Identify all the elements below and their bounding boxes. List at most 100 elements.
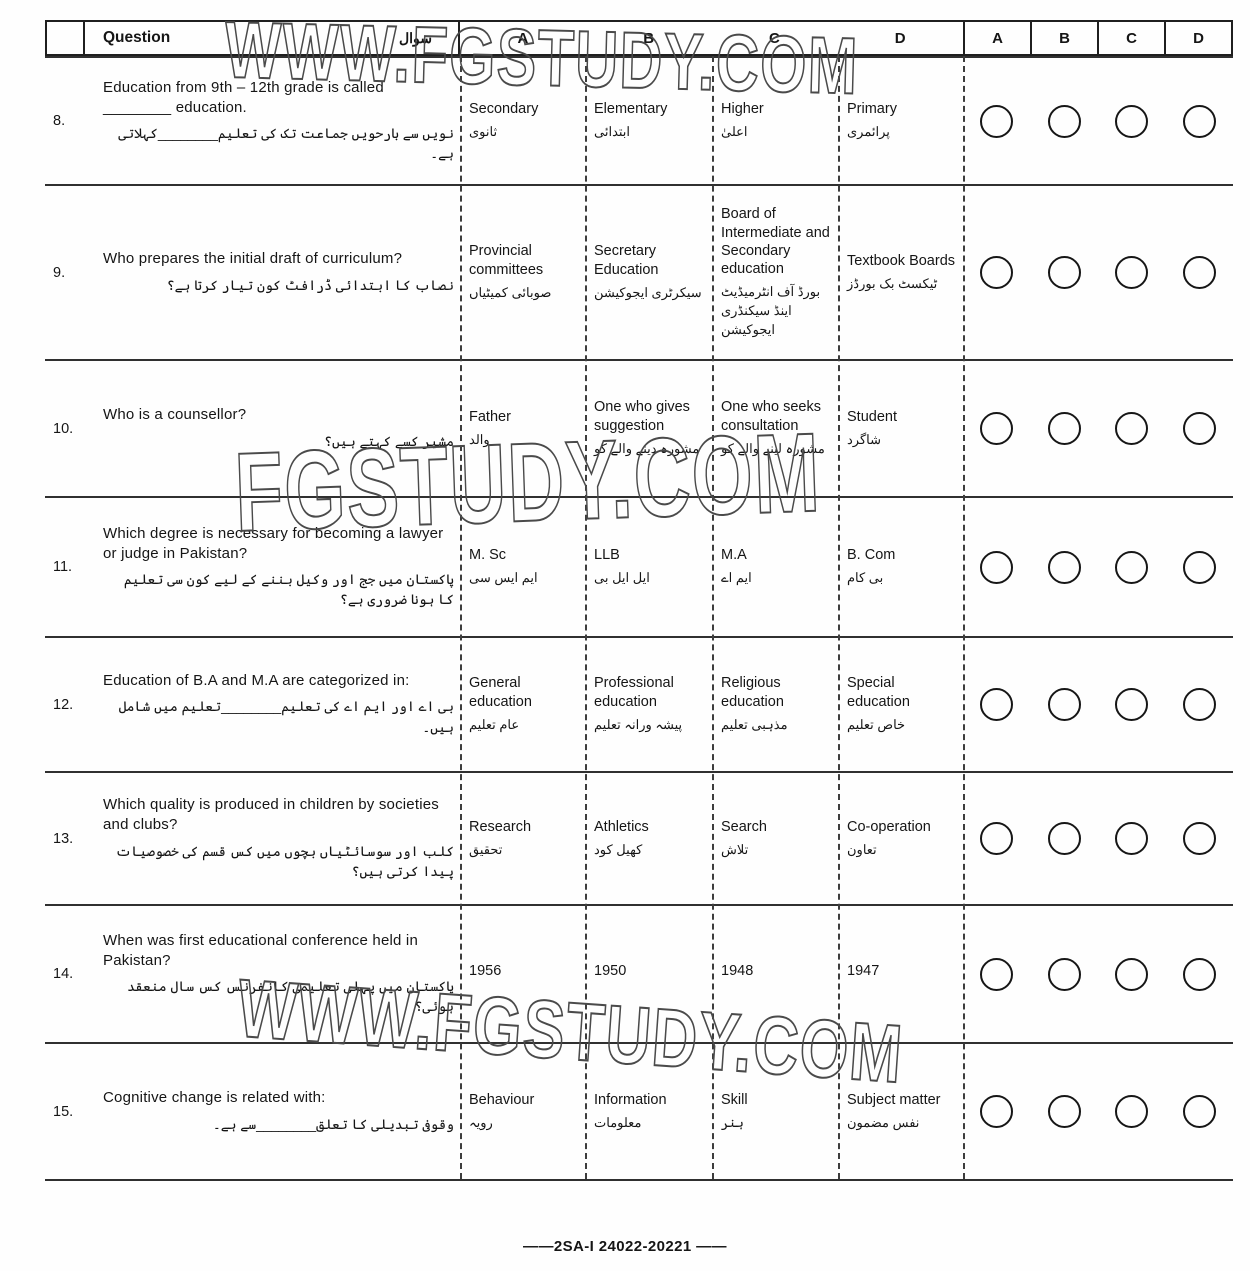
answer-bubble-a[interactable] bbox=[980, 822, 1014, 855]
bubble-cell-c bbox=[1098, 186, 1166, 359]
answer-bubble-c[interactable] bbox=[1115, 104, 1149, 138]
header-col-c: C bbox=[768, 29, 780, 47]
answer-bubble-c[interactable] bbox=[1115, 550, 1149, 584]
bubble-cell-b bbox=[1031, 906, 1099, 1042]
answer-bubble-a[interactable] bbox=[980, 256, 1014, 289]
option-c-text: 1948 bbox=[721, 963, 754, 980]
answer-bubble-a[interactable] bbox=[980, 688, 1014, 721]
option-a-text-ur: تحقیق bbox=[469, 841, 503, 857]
answer-bubble-b[interactable] bbox=[1047, 1095, 1081, 1128]
answer-bubble-d[interactable] bbox=[1182, 256, 1216, 289]
answer-bubble-b[interactable] bbox=[1047, 550, 1081, 584]
column-divider bbox=[712, 56, 714, 1179]
option-a-cell: Research تحقیق bbox=[460, 773, 585, 904]
option-a-text-ur: ثانوی bbox=[469, 124, 498, 140]
answer-bubble-c[interactable] bbox=[1115, 412, 1149, 445]
answer-bubble-a[interactable] bbox=[980, 104, 1014, 138]
answer-bubble-c[interactable] bbox=[1115, 1095, 1149, 1128]
question-row-9: 9. Who prepares the initial draft of cur… bbox=[45, 184, 1233, 359]
question-cell: Education from 9th – 12th grade is calle… bbox=[85, 58, 460, 184]
answer-bubble-a[interactable] bbox=[980, 957, 1014, 991]
option-c-text: Search bbox=[721, 818, 767, 835]
answer-bubble-b[interactable] bbox=[1047, 104, 1081, 138]
option-b-text: One who gives suggestion bbox=[594, 399, 690, 434]
bubble-cell-d bbox=[1166, 773, 1234, 904]
option-b-text: Elementary bbox=[594, 101, 668, 118]
answer-bubble-a[interactable] bbox=[980, 550, 1014, 584]
answer-bubble-a[interactable] bbox=[980, 1095, 1014, 1128]
option-c-text: One who seeks consultation bbox=[721, 399, 821, 434]
bubble-cell-c bbox=[1098, 773, 1166, 904]
option-d-text: Student bbox=[847, 408, 897, 425]
answer-bubble-b[interactable] bbox=[1047, 688, 1081, 721]
option-d-text: Primary bbox=[847, 101, 897, 118]
option-a-text: Behaviour bbox=[469, 1091, 535, 1108]
option-b-cell: Information معلومات bbox=[585, 1044, 712, 1179]
option-c-cell: Board of Intermediate and Secondary educ… bbox=[712, 186, 838, 359]
option-c-text: Higher bbox=[721, 101, 764, 118]
answer-bubble-d[interactable] bbox=[1182, 412, 1216, 445]
option-b-text: Information bbox=[594, 1091, 667, 1108]
option-d-text-ur: بی کام bbox=[847, 570, 884, 586]
question-text-en: Who prepares the initial draft of curric… bbox=[103, 250, 403, 268]
option-d-text: 1947 bbox=[847, 963, 880, 980]
answer-bubble-c[interactable] bbox=[1115, 688, 1149, 721]
answer-bubble-d[interactable] bbox=[1182, 1095, 1216, 1128]
option-a-text-ur: رویہ bbox=[469, 1114, 493, 1130]
option-c-text-ur: ہنر bbox=[721, 1114, 744, 1130]
header-col-a: A bbox=[517, 29, 529, 47]
option-c-text-ur: ایم اے bbox=[721, 570, 752, 586]
option-a-text: 1956 bbox=[469, 963, 502, 980]
option-a-text: Secondary bbox=[469, 101, 539, 118]
option-a-text: Provincial committees bbox=[469, 243, 544, 278]
answer-bubble-d[interactable] bbox=[1182, 104, 1216, 138]
answer-bubble-c[interactable] bbox=[1115, 256, 1149, 289]
question-cell: Who prepares the initial draft of curric… bbox=[85, 186, 460, 359]
bubble-cell-c bbox=[1098, 1044, 1166, 1179]
option-d-cell: Primary پرائمری bbox=[838, 58, 963, 184]
bubble-cell-d bbox=[1166, 186, 1234, 359]
option-a-cell: Secondary ثانوی bbox=[460, 58, 585, 184]
question-cell: Education of B.A and M.A are categorized… bbox=[85, 638, 460, 771]
header-number-box bbox=[45, 20, 85, 56]
answer-bubble-b[interactable] bbox=[1047, 256, 1081, 289]
answer-bubble-d[interactable] bbox=[1182, 688, 1216, 721]
question-text-ur: کلب اور سوسائٹیاں بچوں میں کس قسم کی خصو… bbox=[115, 843, 454, 879]
answer-bubble-c[interactable] bbox=[1115, 822, 1149, 855]
question-number: 14. bbox=[53, 966, 74, 982]
column-divider bbox=[838, 56, 840, 1179]
question-number: 8. bbox=[53, 113, 66, 129]
question-row-13: 13. Which quality is produced in childre… bbox=[45, 771, 1233, 904]
answer-bubble-d[interactable] bbox=[1182, 822, 1216, 855]
answer-bubble-a[interactable] bbox=[980, 412, 1014, 445]
option-d-cell: Student شاگرد bbox=[838, 361, 963, 496]
answer-bubble-b[interactable] bbox=[1047, 957, 1081, 991]
header-bubble-columns: A B C D bbox=[963, 20, 1233, 56]
answer-bubble-d[interactable] bbox=[1182, 957, 1216, 991]
column-divider bbox=[963, 56, 965, 1179]
bubble-cell-a bbox=[963, 1044, 1031, 1179]
option-d-cell: Co-operation تعاون bbox=[838, 773, 963, 904]
question-text-en: Education of B.A and M.A are categorized… bbox=[103, 672, 410, 690]
bubble-cell-a bbox=[963, 58, 1031, 184]
bubble-cell-d bbox=[1166, 906, 1234, 1042]
bubble-cell-c bbox=[1098, 58, 1166, 184]
question-number: 9. bbox=[53, 264, 66, 281]
option-b-cell: One who gives suggestion مشورہ دینے والے… bbox=[585, 361, 712, 496]
bubble-cell-b bbox=[1031, 58, 1099, 184]
bubble-cell-b bbox=[1031, 1044, 1099, 1179]
option-b-text: 1950 bbox=[594, 963, 627, 980]
answer-bubble-b[interactable] bbox=[1047, 412, 1081, 445]
option-c-cell: Search تلاش bbox=[712, 773, 838, 904]
option-c-cell: M.A ایم اے bbox=[712, 498, 838, 636]
bubble-cell-c bbox=[1098, 638, 1166, 771]
bubble-cell-d bbox=[1166, 58, 1234, 184]
question-row-12: 12. Education of B.A and M.A are categor… bbox=[45, 636, 1233, 771]
answer-bubble-d[interactable] bbox=[1182, 550, 1216, 584]
question-text-ur: بی اے اور ایم اے کی تعلیم________تعلیم م… bbox=[118, 699, 454, 735]
option-d-text: B. Com bbox=[847, 547, 896, 564]
answer-bubble-c[interactable] bbox=[1115, 957, 1149, 991]
answer-bubble-b[interactable] bbox=[1047, 822, 1081, 855]
question-row-14: 14. When was first educational conferenc… bbox=[45, 904, 1233, 1042]
option-c-text-ur: مشورہ لینے والے کو bbox=[721, 440, 825, 456]
